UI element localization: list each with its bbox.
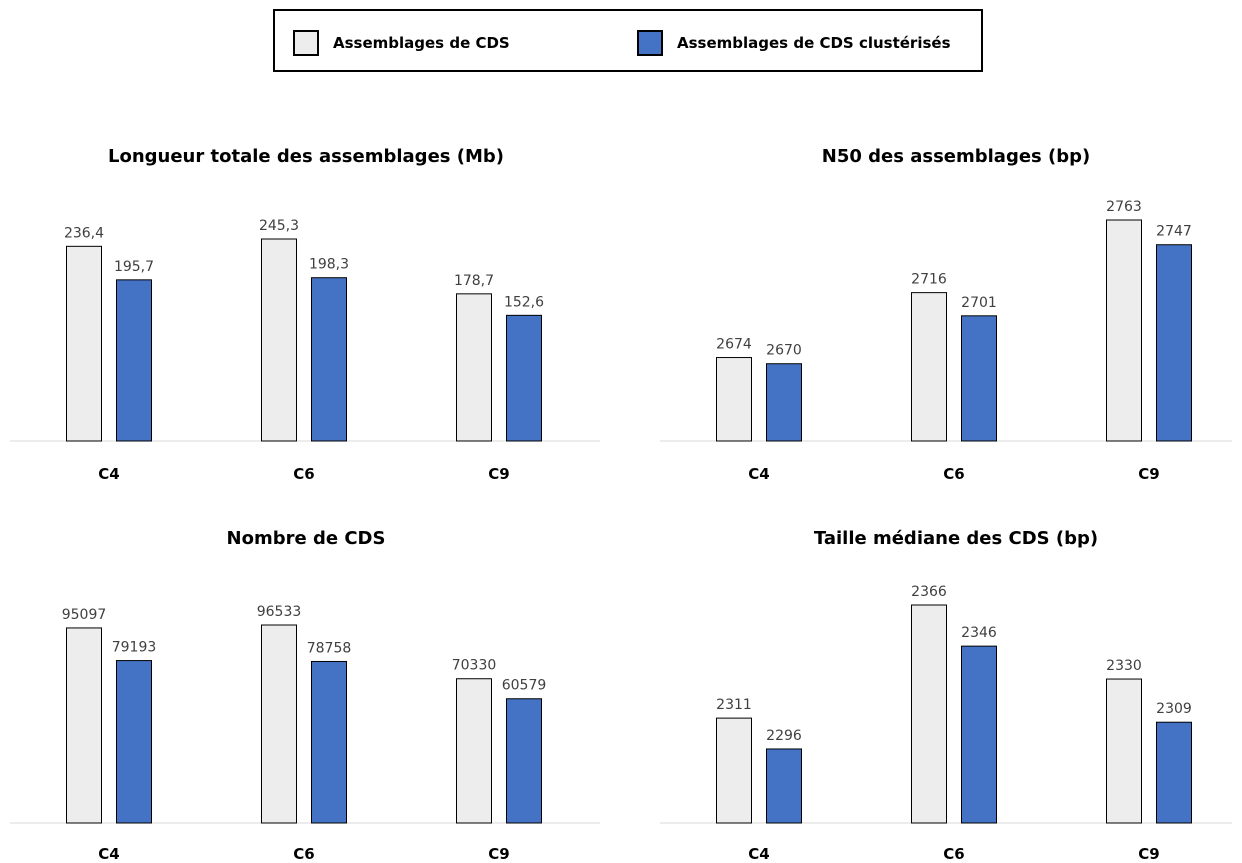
bar-c9-series-1 <box>456 293 492 442</box>
data-label: 2309 <box>1156 701 1192 717</box>
data-label: 2716 <box>911 272 947 288</box>
bar-c6-series-1 <box>261 624 297 824</box>
x-tick-label: C6 <box>943 845 964 863</box>
chart-title: N50 des assemblages (bp) <box>822 146 1091 167</box>
data-label: 178,7 <box>454 273 494 289</box>
chart-title: Nombre de CDS <box>227 528 386 549</box>
bar-c9-series-2 <box>1156 244 1192 442</box>
bar-c6-series-2 <box>961 645 997 824</box>
data-label: 2747 <box>1156 224 1192 240</box>
data-label: 2763 <box>1106 199 1142 215</box>
bar-c4-series-1 <box>66 627 102 824</box>
bar-c4-series-2 <box>116 660 152 824</box>
bar-c4-series-2 <box>766 363 802 442</box>
x-tick-label: C9 <box>488 465 509 483</box>
bar-c6-series-1 <box>911 292 947 442</box>
bar-c9-series-1 <box>456 678 492 824</box>
bar-c9-series-2 <box>506 314 542 442</box>
data-label: 2296 <box>766 728 802 744</box>
x-tick-label: C9 <box>488 845 509 863</box>
legend-item-cds: Assemblages de CDS <box>293 30 510 56</box>
chart-title: Taille médiane des CDS (bp) <box>814 528 1098 549</box>
data-label: 70330 <box>452 658 497 674</box>
x-tick-label: C6 <box>293 465 314 483</box>
bar-c4-series-2 <box>116 279 152 442</box>
data-label: 79193 <box>112 640 157 656</box>
x-tick-label: C6 <box>293 845 314 863</box>
data-label: 198,3 <box>309 257 349 273</box>
chart-nombre-cds: Nombre de CDS 95097 79193 C4 96533 78758 C6 70… <box>10 528 600 863</box>
data-label: 2366 <box>911 584 947 600</box>
x-tick-label: C6 <box>943 465 964 483</box>
chart-taille-mediane: Taille médiane des CDS (bp) 2311 2296 C4 23… <box>660 528 1232 863</box>
data-label: 236,4 <box>64 225 104 241</box>
data-label: 78758 <box>307 640 352 656</box>
data-label: 195,7 <box>114 259 154 275</box>
bar-c4-series-2 <box>766 748 802 824</box>
data-label: 2674 <box>716 337 752 353</box>
x-tick-label: C4 <box>98 845 119 863</box>
data-label: 245,3 <box>259 218 299 234</box>
data-label: 2311 <box>716 697 752 713</box>
legend-swatch-cds <box>293 30 319 56</box>
x-tick-label: C4 <box>98 465 119 483</box>
bar-c4-series-1 <box>66 245 102 442</box>
chart-n50: N50 des assemblages (bp) 2674 2670 C4 2716 2… <box>660 146 1232 483</box>
data-label: 2330 <box>1106 658 1142 674</box>
bar-c6-series-2 <box>311 660 347 824</box>
bar-c9-series-1 <box>1106 678 1142 824</box>
chart-legend: Assemblages de CDS Assemblages de CDS cl… <box>273 9 983 72</box>
chart-title: Longueur totale des assemblages (Mb) <box>108 146 504 167</box>
x-tick-label: C4 <box>748 845 769 863</box>
legend-swatch-clustered <box>637 30 663 56</box>
data-label: 95097 <box>62 607 107 623</box>
x-tick-label: C9 <box>1138 465 1159 483</box>
bar-c6-series-1 <box>261 238 297 442</box>
legend-label-cds: Assemblages de CDS <box>333 34 510 52</box>
data-label: 60579 <box>502 678 547 694</box>
bar-c9-series-2 <box>1156 721 1192 824</box>
legend-label-clustered: Assemblages de CDS clustérisés <box>677 34 951 52</box>
bar-c9-series-1 <box>1106 219 1142 442</box>
x-tick-label: C4 <box>748 465 769 483</box>
legend-item-clustered: Assemblages de CDS clustérisés <box>637 30 951 56</box>
bar-c6-series-1 <box>911 604 947 824</box>
chart-longueur-totale: Longueur totale des assemblages (Mb) 236… <box>10 146 600 483</box>
x-tick-label: C9 <box>1138 845 1159 863</box>
data-label: 152,6 <box>504 294 544 310</box>
bar-c9-series-2 <box>506 698 542 824</box>
bar-c6-series-2 <box>311 277 347 442</box>
data-label: 2346 <box>961 625 997 641</box>
bar-c4-series-1 <box>716 717 752 824</box>
bar-c6-series-2 <box>961 315 997 442</box>
data-label: 2670 <box>766 343 802 359</box>
data-label: 96533 <box>257 604 302 620</box>
bar-c4-series-1 <box>716 357 752 442</box>
data-label: 2701 <box>961 295 997 311</box>
